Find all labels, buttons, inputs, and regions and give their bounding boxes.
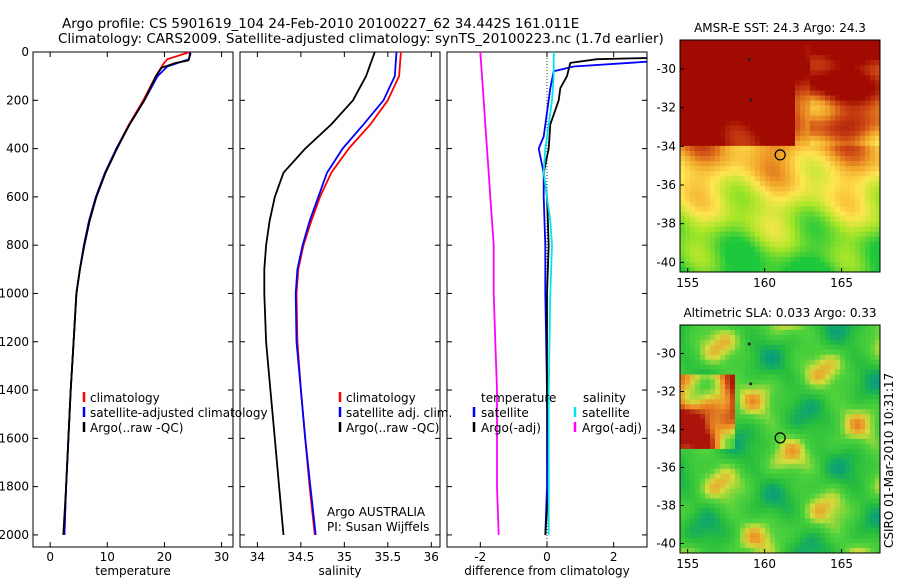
difference-legend-temperature-argo: Argo(-adj) [481, 421, 541, 435]
salinity-legend-satellite: satellite adj. clim. [346, 406, 452, 420]
difference-legend-temperature-satellite: satellite [481, 406, 529, 420]
previous-position-marker [749, 382, 753, 386]
map-y-tick-label: -36 [656, 178, 676, 192]
temperature-legend: climatology satellite-adjusted climatolo… [82, 391, 268, 435]
map-y-tick-label: -32 [656, 385, 676, 399]
sla_map-frame [679, 324, 881, 554]
sla-map-panel: Altimetric SLA: 0.033 Argo: 0.33 155 160 16… [656, 306, 881, 571]
x-tick-label: 34 [250, 550, 265, 564]
sst_map-field [680, 40, 881, 273]
x-tick-label: 35 [337, 550, 352, 564]
sst_map-title: AMSR-E SST: 24.3 Argo: 24.3 [694, 21, 866, 35]
previous-position-marker [747, 342, 751, 346]
map-y-tick-label: -40 [656, 255, 676, 269]
x-tick-label: 10 [100, 550, 115, 564]
salinity-series-argo-raw-qc- [263, 51, 376, 535]
x-tick-label: 20 [157, 550, 172, 564]
temperature-plot-frame [32, 51, 234, 548]
y-tick-label: 1800 [0, 480, 29, 494]
argo-position-marker [774, 432, 786, 444]
y-tick-label: 1000 [0, 286, 29, 300]
salinity-plot-frame [239, 51, 441, 548]
sla_map-title: Altimetric SLA: 0.033 Argo: 0.33 [683, 306, 876, 320]
difference-legend-salinity-argo: Argo(-adj) [582, 421, 642, 435]
map-y-tick-label: -30 [656, 347, 676, 361]
difference-legend-salinity-title: salinity [583, 391, 626, 405]
map-x-tick-label: 165 [830, 276, 853, 290]
sla_map-field [680, 325, 881, 554]
x-tick-label: 36 [424, 550, 439, 564]
map-y-tick-label: -30 [656, 62, 676, 76]
temperature-profile-panel: 0 10 20 30 0 200 400 600 800 1000 1200 1400 1600 1800… [0, 45, 234, 578]
temperature-legend-argo: Argo(..raw -QC) [90, 421, 183, 435]
x-tick-label: -2 [474, 550, 486, 564]
map-x-tick-label: 155 [676, 276, 699, 290]
map-x-tick-label: 155 [676, 557, 699, 571]
temperature-legend-climatology: climatology [90, 391, 160, 405]
difference-legend-temperature-title: temperature [481, 391, 556, 405]
map-x-tick-label: 165 [830, 557, 853, 571]
y-tick-label: 800 [6, 238, 29, 252]
x-tick-label: 35.5 [374, 550, 401, 564]
salinity-legend-climatology: climatology [346, 391, 416, 405]
salinity-legend: climatology satellite adj. clim. Argo(..… [338, 391, 452, 435]
y-tick-label: 0 [21, 45, 29, 59]
y-tick-label: 400 [6, 142, 29, 156]
map-y-tick-label: -38 [656, 217, 676, 231]
previous-position-marker [749, 98, 753, 102]
salinity-legend-argo: Argo(..raw -QC) [346, 421, 439, 435]
map-y-tick-label: -38 [656, 499, 676, 513]
difference-legend: temperature satellite Argo(-adj) salinit… [472, 391, 642, 435]
map-y-tick-label: -34 [656, 423, 676, 437]
salinity-x-axis-label: salinity [318, 564, 361, 578]
difference-series-salinity-satellite [542, 52, 555, 535]
sst_map-frame [679, 39, 881, 273]
y-tick-label: 1400 [0, 383, 29, 397]
map-y-tick-label: -34 [656, 139, 676, 153]
argo-position-marker [774, 149, 786, 161]
figure-title-line2: Climatology: CARS2009. Satellite-adjuste… [58, 31, 664, 47]
map-x-tick-label: 160 [753, 557, 776, 571]
side-timestamp: CSIRO 01-Mar-2010 10:31:17 [882, 373, 896, 548]
previous-position-marker [747, 57, 751, 61]
temperature-series-argo-raw-qc- [62, 52, 192, 535]
x-tick-label: 0 [543, 550, 551, 564]
temperature-legend-satellite: satellite-adjusted climatology [90, 406, 268, 420]
y-tick-label: 200 [6, 93, 29, 107]
y-tick-label: 2000 [0, 528, 29, 542]
difference-series-temperature-argo-adj- [542, 57, 648, 535]
figure-title-line1: Argo profile: CS 5901619_104 24-Feb-2010… [62, 16, 579, 32]
difference-x-axis-label: difference from climatology [464, 564, 630, 578]
map-x-tick-label: 160 [753, 276, 776, 290]
credit-line1: Argo AUSTRALIA [327, 505, 426, 519]
y-tick-label: 1600 [0, 431, 29, 445]
x-tick-label: 30 [214, 550, 229, 564]
x-tick-label: 34.5 [288, 550, 315, 564]
temperature-x-axis-label: temperature [95, 564, 170, 578]
sst-map-panel: AMSR-E SST: 24.3 Argo: 24.3 155 160 165 -30 -… [656, 21, 881, 290]
difference-legend-salinity-satellite: satellite [582, 406, 630, 420]
salinity-series-satellite-adj-clim- [294, 51, 398, 535]
map-y-tick-label: -32 [656, 101, 676, 115]
salinity-profile-panel: 34 34.5 35 35.5 36 salinity [239, 51, 441, 578]
credit-line2: PI: Susan Wijffels [327, 520, 429, 534]
y-tick-label: 1200 [0, 335, 29, 349]
x-tick-label: 2 [610, 550, 618, 564]
difference-series-salinity-argo-adj- [479, 51, 500, 535]
x-tick-label: 0 [46, 550, 54, 564]
map-y-tick-label: -40 [656, 537, 676, 551]
y-tick-label: 600 [6, 190, 29, 204]
map-y-tick-label: -36 [656, 461, 676, 475]
